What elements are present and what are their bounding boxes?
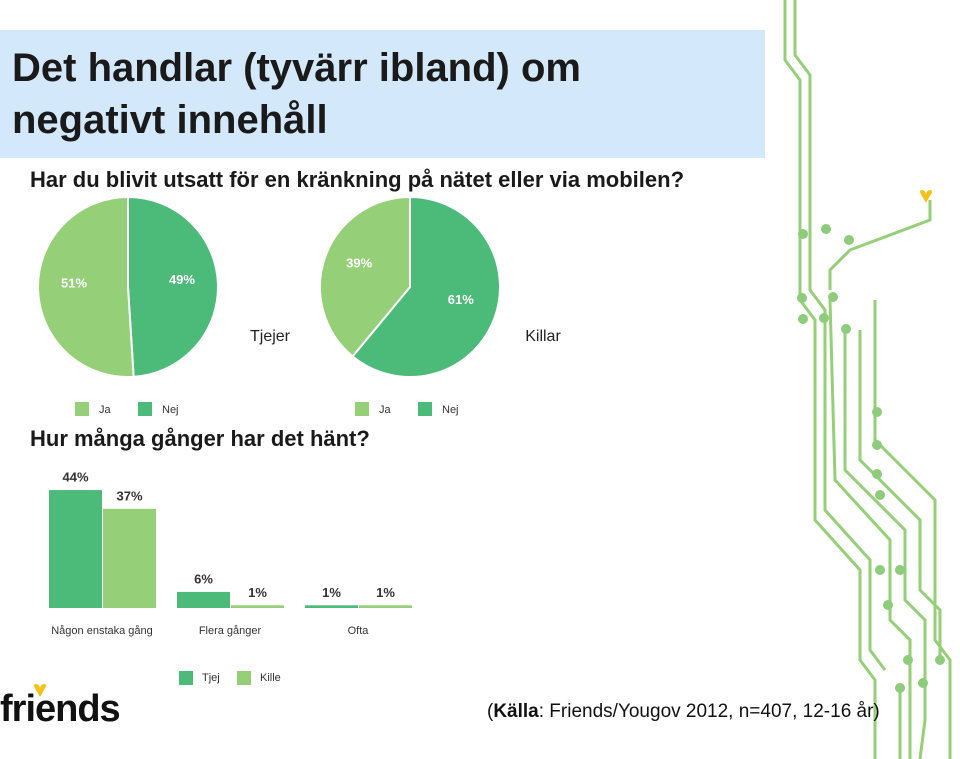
source-part: ( xyxy=(487,701,494,722)
pie-label: Killar xyxy=(525,328,561,345)
value-label: 44% xyxy=(62,470,88,485)
value-label: 1% xyxy=(376,585,395,600)
x-tick-label: Någon enstaka gång xyxy=(51,625,153,637)
value-label: 39% xyxy=(346,256,372,271)
source: (Källa: Friends/Yougov 2012, n=407, 12-1… xyxy=(487,701,880,722)
legend-swatch xyxy=(138,402,152,416)
legend-swatch xyxy=(75,402,89,416)
legend-label: Nej xyxy=(162,404,179,416)
value-label: 61% xyxy=(448,292,474,307)
value-label: 37% xyxy=(116,488,142,503)
legend-swatch xyxy=(355,402,369,416)
logo: friends xyxy=(0,688,120,730)
pie-slice xyxy=(37,195,135,378)
source-part: Källa xyxy=(493,701,539,722)
bar xyxy=(231,605,284,608)
bar xyxy=(177,591,230,608)
bar xyxy=(49,490,102,608)
bar xyxy=(359,605,412,608)
logo-heart xyxy=(34,684,46,697)
legend-swatch xyxy=(179,671,193,685)
legend-swatch xyxy=(237,671,251,685)
bar xyxy=(305,605,358,608)
pie-slice xyxy=(351,195,501,378)
pie-slice xyxy=(319,195,411,358)
pie-slice xyxy=(127,195,219,378)
circuit-dots xyxy=(797,224,945,693)
question: Har du blivit utsatt för en kränkning på… xyxy=(30,167,684,192)
value-label: 49% xyxy=(169,272,195,287)
legend-label: Kille xyxy=(260,672,281,684)
legend-label: Ja xyxy=(379,404,392,416)
x-tick-label: Ofta xyxy=(348,625,370,637)
legend-swatch xyxy=(418,402,432,416)
question: Hur många gånger har det hänt? xyxy=(30,426,370,451)
pie-label: Tjejer xyxy=(250,328,291,345)
legend-label: Tjej xyxy=(202,672,220,684)
slide-title: Det handlar (tyvärr ibland) om negativt i… xyxy=(12,46,581,142)
value-label: 1% xyxy=(248,585,267,600)
legend-label: Nej xyxy=(442,404,459,416)
legend-label: Ja xyxy=(99,404,112,416)
heart-icon xyxy=(920,190,932,203)
value-label: 6% xyxy=(194,571,213,586)
bar xyxy=(103,508,156,608)
x-tick-label: Flera gånger xyxy=(199,625,262,637)
value-label: 51% xyxy=(61,276,87,291)
title-band xyxy=(0,30,765,158)
circuit-decoration xyxy=(783,0,952,759)
value-label: 1% xyxy=(322,585,341,600)
source-part: : Friends/Yougov 2012, n=407, 12-16 år) xyxy=(539,701,880,722)
